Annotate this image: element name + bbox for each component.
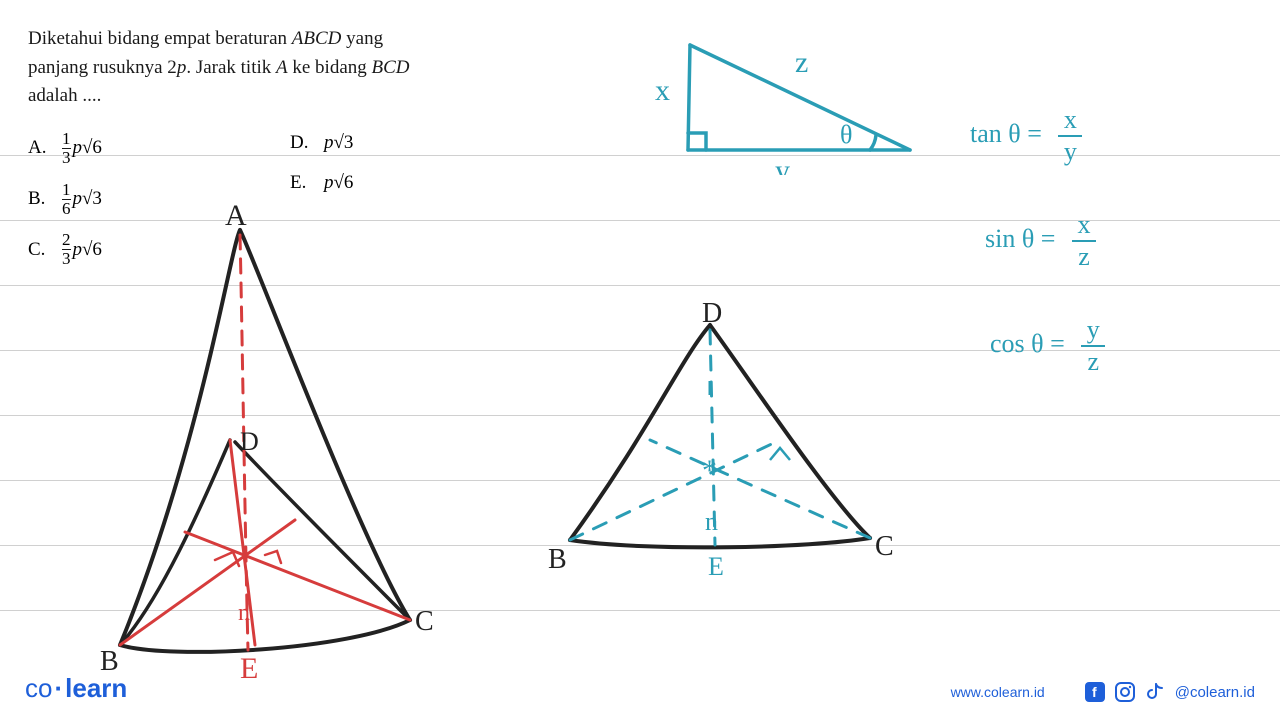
footer-right: www.colearn.id f @colearn.id	[951, 682, 1255, 702]
svg-text:C: C	[415, 606, 434, 637]
svg-text:*: *	[702, 454, 717, 487]
facebook-icon: f	[1085, 682, 1105, 702]
label-z: z	[795, 46, 808, 79]
label-y: y	[775, 154, 790, 175]
right-triangle-sketch: x y z θ	[640, 25, 930, 175]
svg-text:n: n	[238, 600, 250, 626]
trig-tan: tan θ = x y	[970, 105, 1082, 167]
brand-logo: co·learn	[25, 673, 127, 704]
option-a: A. 13 p√6	[28, 130, 102, 167]
svg-text:A: A	[225, 200, 247, 232]
tetrahedron-sketch: A B C D E n	[80, 200, 460, 680]
svg-text:B: B	[548, 544, 567, 575]
label-theta: θ	[840, 120, 852, 149]
svg-text:E: E	[240, 652, 258, 680]
trig-cos: cos θ = y z	[990, 315, 1105, 377]
svg-text:f: f	[1092, 684, 1097, 700]
triangle-bcd-sketch: D B C E n *	[530, 300, 910, 600]
option-e: E. p√6	[290, 172, 353, 194]
svg-text:E: E	[708, 552, 724, 581]
svg-text:n: n	[705, 507, 718, 536]
trig-sin: sin θ = x z	[985, 210, 1096, 272]
svg-text:D: D	[240, 427, 259, 456]
footer-handle: @colearn.id	[1175, 684, 1255, 701]
label-x: x	[655, 74, 670, 107]
option-d: D. p√3	[290, 132, 353, 154]
tiktok-icon	[1145, 682, 1165, 702]
svg-text:C: C	[875, 531, 894, 562]
question-text: Diketahui bidang empat beraturan ABCD ya…	[28, 25, 528, 111]
svg-text:D: D	[702, 300, 722, 329]
instagram-icon	[1115, 682, 1135, 702]
options-right: D. p√3 E. p√6	[290, 132, 353, 208]
footer-url: www.colearn.id	[951, 684, 1045, 700]
